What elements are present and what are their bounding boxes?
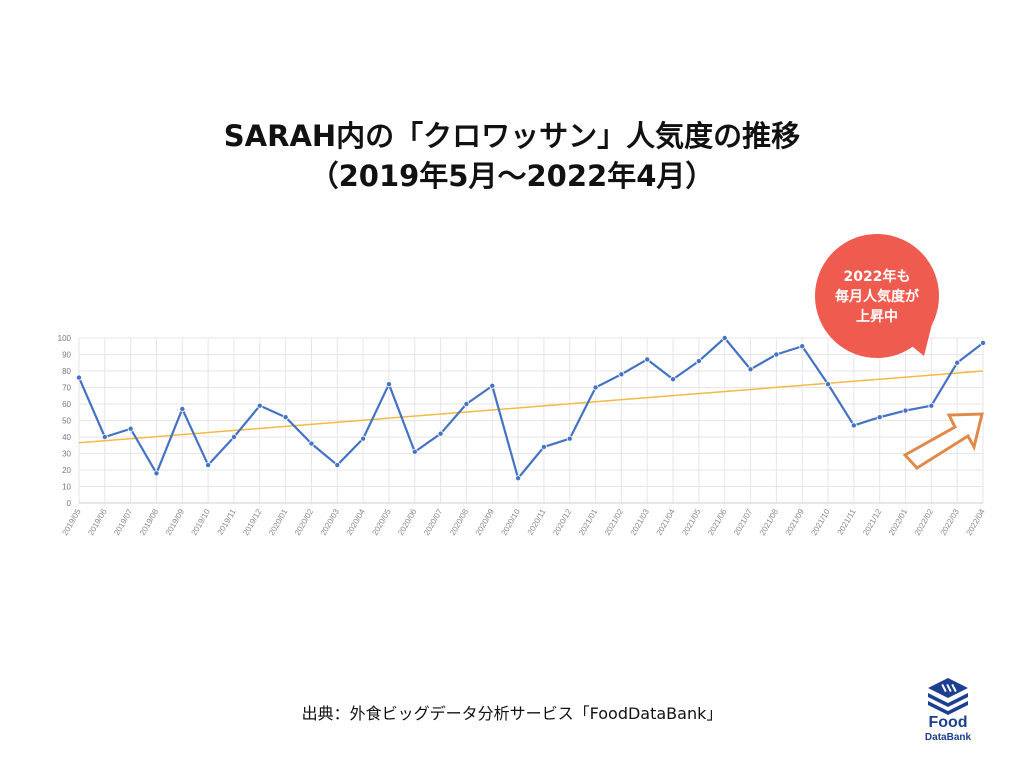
callout-line-3: 上昇中 [856, 308, 898, 325]
data-point [825, 381, 832, 388]
x-tick-label: 2021/12 [861, 507, 884, 537]
data-point [282, 414, 289, 421]
x-tick-label: 2020/05 [370, 507, 393, 537]
data-point [540, 443, 547, 450]
data-point [179, 405, 186, 412]
callout-bubble: 2022年も 毎月人気度が 上昇中 [814, 233, 939, 358]
data-point [902, 407, 909, 414]
x-tick-label: 2019/12 [241, 507, 264, 537]
x-tick-label: 2020/04 [345, 507, 368, 537]
y-tick-label: 100 [58, 334, 72, 343]
y-tick-label: 80 [62, 367, 71, 376]
x-tick-label: 2020/07 [422, 507, 445, 537]
y-tick-label: 90 [62, 351, 71, 360]
data-point [850, 422, 857, 429]
data-point [256, 402, 263, 409]
x-tick-label: 2022/03 [939, 507, 962, 537]
data-point [747, 366, 754, 373]
x-tick-label: 2021/10 [810, 507, 833, 537]
y-tick-label: 40 [62, 433, 71, 442]
x-tick-label: 2021/08 [758, 507, 781, 537]
x-tick-label: 2020/10 [500, 507, 523, 537]
data-point [799, 343, 806, 350]
rising-arrow-icon [902, 412, 984, 470]
data-point [153, 470, 160, 477]
x-tick-label: 2021/11 [836, 507, 858, 537]
x-tick-label: 2021/05 [680, 507, 703, 537]
data-point [489, 382, 496, 389]
callout-line-1: 2022年も [844, 268, 911, 285]
x-tick-label: 2021/09 [784, 507, 807, 537]
series-line [77, 336, 984, 480]
x-tick-label: 2021/07 [732, 507, 755, 537]
data-point [618, 371, 625, 378]
data-point [360, 435, 367, 442]
data-point [230, 433, 237, 440]
data-point [721, 334, 728, 341]
data-point [592, 384, 599, 391]
y-tick-label: 70 [62, 384, 71, 393]
x-tick-label: 2020/11 [526, 507, 548, 537]
y-tick-label: 10 [62, 483, 71, 492]
callout-line-2: 毎月人気度が [835, 288, 920, 305]
x-tick-label: 2019/05 [60, 507, 83, 537]
data-point [411, 448, 418, 455]
data-point [928, 402, 935, 409]
trend-line [78, 370, 984, 444]
data-point [437, 430, 444, 437]
logo-text-databank: DataBank [924, 732, 972, 743]
y-tick-label: 0 [67, 499, 72, 508]
food-databank-logo-icon [928, 678, 968, 715]
y-tick-label: 60 [62, 400, 71, 409]
x-tick-label: 2019/11 [216, 507, 238, 537]
x-tick-label: 2020/12 [551, 507, 574, 537]
x-tick-label: 2020/09 [474, 507, 497, 537]
x-tick-label: 2021/01 [577, 507, 600, 537]
x-tick-label: 2019/10 [190, 507, 213, 537]
data-point [76, 374, 83, 381]
x-tick-label: 2019/08 [138, 507, 161, 537]
x-tick-label: 2019/07 [112, 507, 135, 537]
x-tick-label: 2020/01 [267, 507, 290, 537]
data-point [566, 435, 573, 442]
x-tick-label: 2021/06 [706, 507, 729, 537]
data-point [127, 425, 134, 432]
x-tick-label: 2020/02 [293, 507, 316, 537]
source-citation: 出典：外食ビッグデータ分析サービス「FoodDataBank」 [301, 704, 723, 723]
x-tick-label: 2020/06 [396, 507, 419, 537]
x-tick-label: 2021/04 [655, 507, 678, 537]
data-point [644, 356, 651, 363]
x-tick-label: 2020/08 [448, 507, 471, 537]
data-point [101, 433, 108, 440]
y-tick-label: 50 [62, 417, 71, 426]
y-tick-label: 20 [62, 466, 71, 475]
data-point [334, 462, 341, 469]
logo-text-food: Food [928, 714, 968, 731]
x-tick-label: 2022/01 [887, 507, 910, 537]
x-tick-label: 2022/02 [913, 507, 936, 537]
x-tick-label: 2020/03 [319, 507, 342, 537]
data-point [385, 381, 392, 388]
data-point [876, 414, 883, 421]
data-point [463, 400, 470, 407]
chart-title-line2: （2019年5月〜2022年4月） [309, 159, 715, 193]
chart-title-line1: SARAH内の「クロワッサン」人気度の推移 [223, 119, 801, 153]
data-point [308, 440, 315, 447]
data-point [773, 351, 780, 358]
data-point [515, 475, 522, 482]
x-tick-label: 2022/04 [964, 507, 987, 537]
x-tick-label: 2021/02 [603, 507, 626, 537]
x-tick-label: 2019/06 [86, 507, 109, 537]
data-point [670, 376, 677, 383]
x-tick-label: 2019/09 [164, 507, 187, 537]
data-point [954, 359, 961, 366]
data-point [205, 462, 212, 469]
data-point [980, 339, 987, 346]
data-point [695, 358, 702, 365]
x-tick-label: 2021/03 [629, 507, 652, 537]
food-databank-logo: Food DataBank [912, 676, 984, 748]
y-tick-label: 30 [62, 450, 71, 459]
